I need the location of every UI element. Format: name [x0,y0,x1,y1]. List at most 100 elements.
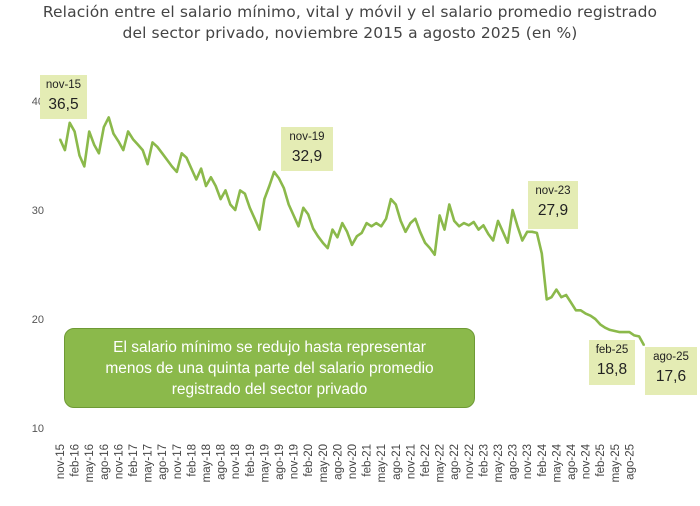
x-tick-label: feb-18 [186,444,198,477]
data-point [78,154,81,157]
x-tick-label: nov-18 [230,444,242,479]
x-tick-label: feb-22 [420,444,432,477]
data-point [307,213,310,216]
data-point [210,176,212,179]
x-tick-label: ago-19 [274,444,286,480]
data-point [258,228,261,231]
data-point [541,252,543,255]
x-tick-label: nov-16 [113,444,125,479]
data-point [536,232,538,234]
x-tick-label: nov-21 [405,444,417,479]
x-tick-label: may-25 [610,444,622,482]
data-point [312,227,314,230]
chart-title: Relación entre el salario mínimo, vital … [0,2,700,44]
note-box: El salario mínimo se redujo hasta repres… [64,328,475,408]
data-point [623,331,626,333]
data-point [502,231,504,233]
annotation-value: 18,8 [597,361,627,378]
x-tick-label: feb-25 [595,444,607,477]
data-point [88,130,90,133]
x-tick-label: feb-17 [128,444,140,477]
data-point [117,140,120,143]
annotation-box [528,181,578,229]
data-point [609,329,611,331]
annotation-box [40,75,87,119]
x-tick-label: ago-21 [391,444,403,480]
data-point [360,232,363,234]
data-point [468,224,470,227]
x-tick-label: nov-19 [289,444,301,479]
note-line-3: registrado del sector privado [171,381,368,398]
data-point [317,235,319,237]
data-point [628,331,631,333]
data-point [404,231,407,233]
data-point [506,241,509,244]
data-point [180,152,183,155]
data-point [511,209,514,211]
data-point [127,130,129,133]
data-point [599,323,601,326]
data-point [575,309,577,312]
data-point [263,198,266,200]
x-tick-label: feb-21 [362,444,374,477]
title-line-2: del sector privado, noviembre 2015 a ago… [122,24,578,42]
data-point [326,247,329,249]
annotation-box [589,340,635,385]
data-point [253,217,256,220]
data-point [458,225,460,228]
y-tick-label: 10 [32,423,44,435]
data-point [604,326,606,329]
x-tick-label: feb-24 [537,443,549,476]
data-point [195,178,198,181]
data-point [579,309,582,312]
data-point [594,318,597,320]
y-tick-label: 30 [32,205,44,217]
data-point [409,222,412,224]
x-tick-label: nov-15 [55,444,67,479]
data-point [278,177,280,180]
data-point [122,149,125,151]
annotation-box [645,347,697,395]
x-tick-label: may-18 [201,444,213,482]
x-tick-label: ago-17 [157,444,169,480]
x-tick-label: ago-23 [508,444,520,480]
annotation-box [281,127,333,171]
data-point [137,143,139,146]
data-point [424,241,426,244]
data-point [472,221,475,223]
data-point [555,288,558,291]
x-tick-label: may-17 [143,444,155,482]
x-tick-label: ago-24 [566,443,578,479]
data-point [487,233,490,235]
x-tick-label: may-22 [435,444,447,482]
data-point [171,165,173,168]
annotation-period: nov-15 [46,79,81,91]
note-line-2: menos de una quinta parte del salario pr… [105,360,434,377]
x-tick-label: nov-23 [522,444,534,479]
title-line-1: Relación entre el salario mínimo, vital … [42,3,658,21]
x-tick-label: ago-16 [99,444,111,480]
data-point [224,189,227,192]
data-point [545,298,548,301]
data-point [229,203,232,206]
data-point [161,152,163,155]
x-tick-label: may-23 [493,444,505,482]
data-point [433,253,436,256]
data-point [234,209,236,211]
data-point [477,228,480,231]
data-point [521,239,524,242]
data-point [584,312,587,315]
data-point [492,239,494,242]
data-point [268,185,271,187]
data-point [107,116,110,119]
data-point [419,231,421,233]
data-point [244,192,246,195]
x-tick-label: may-21 [376,444,388,482]
x-tick-label: ago-22 [449,444,461,480]
data-point [390,198,392,200]
x-tick-label: nov-17 [172,444,184,479]
data-point [214,185,217,187]
annotation-value: 32,9 [292,148,322,165]
data-point [205,185,207,187]
